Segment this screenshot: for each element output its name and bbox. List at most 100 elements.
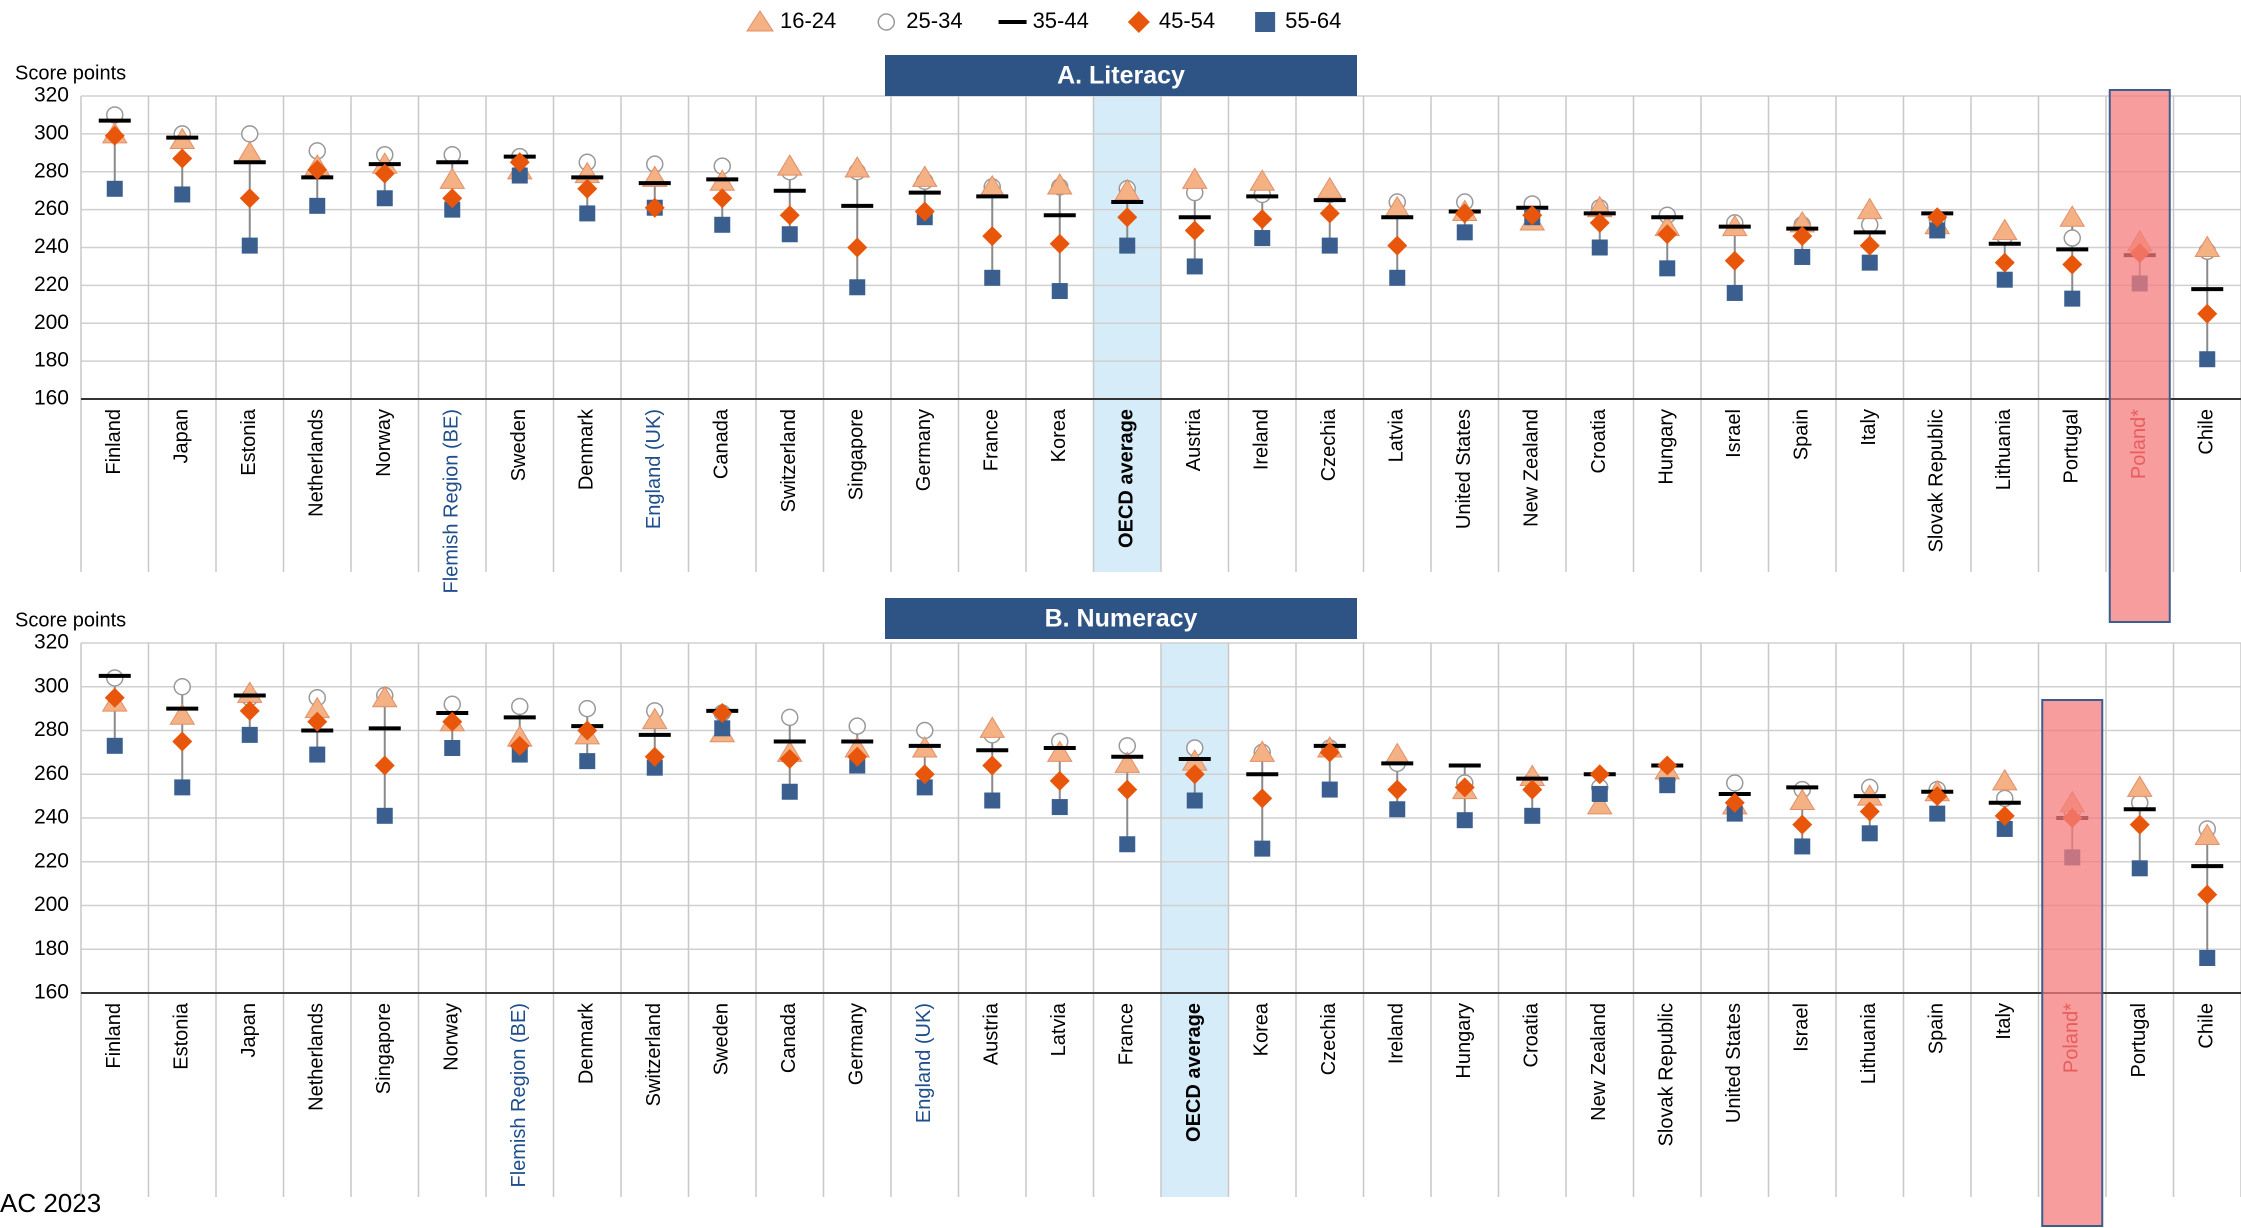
diamond-marker: [1387, 779, 1408, 800]
square-marker: [1321, 781, 1338, 798]
diamond-marker: [239, 700, 260, 721]
diamond-marker: [1859, 235, 1880, 256]
square-marker: [444, 740, 461, 756]
x-tick-label: Lithuania: [1858, 1002, 1880, 1084]
diamond-marker: [104, 125, 125, 146]
x-tick-label: Korea: [1048, 408, 1070, 462]
x-tick-label: Czechia: [1318, 408, 1340, 481]
square-marker: [1254, 840, 1271, 857]
y-tick-label: 280: [34, 718, 69, 741]
square-marker: [781, 226, 798, 243]
x-tick-label: Chile: [2196, 409, 2218, 455]
diamond-marker: [1049, 770, 1070, 791]
x-tick-label: Ireland: [1386, 1003, 1408, 1064]
square-marker: [106, 737, 123, 754]
circle-marker: [241, 125, 259, 143]
diamond-marker: [1724, 250, 1745, 271]
triangle-marker: [2194, 235, 2221, 257]
x-tick-label: Czechia: [1318, 1002, 1340, 1075]
y-tick-label: 260: [34, 197, 69, 220]
y-tick-label: 220: [34, 273, 69, 296]
x-tick-label: Singapore: [373, 1003, 395, 1094]
x-tick-label: Portugal: [2061, 409, 2083, 484]
circle-marker: [781, 708, 799, 727]
panel-title: A. Literacy: [1057, 62, 1185, 90]
diamond-marker: [2197, 303, 2218, 324]
x-tick-label: Singapore: [846, 409, 868, 500]
x-tick-label: England (UK): [643, 409, 665, 529]
diamond-marker: [1522, 779, 1543, 800]
square-marker: [1186, 792, 1203, 809]
diamond-marker: [1387, 235, 1408, 256]
square-marker: [916, 779, 933, 796]
x-tick-label: France: [981, 409, 1003, 471]
x-tick-label: United States: [1453, 409, 1475, 529]
diamond-marker: [1859, 801, 1880, 822]
diamond-marker: [644, 746, 665, 767]
square-marker: [376, 190, 393, 207]
y-tick-label: 280: [34, 159, 69, 182]
focus-highlight: [2108, 89, 2171, 623]
triangle-marker: [1046, 740, 1073, 762]
x-tick-label: Flemish Region (BE): [508, 1003, 530, 1188]
diamond-marker: [982, 226, 1003, 247]
square-marker: [646, 759, 663, 776]
x-tick-label: Austria: [981, 1002, 1003, 1065]
square-marker: [1659, 260, 1676, 277]
diamond-marker: [509, 152, 530, 173]
legend-item: 25-34: [877, 8, 963, 33]
diamond-marker: [1994, 252, 2015, 273]
diamond-marker: [1792, 226, 1813, 247]
diamond-marker: [779, 748, 800, 769]
diamond-marker: [1522, 205, 1543, 226]
diamond-marker: [1927, 207, 1948, 228]
square-marker: [309, 197, 326, 214]
square-marker: [1659, 777, 1676, 794]
square-marker: [1389, 801, 1406, 818]
x-tick-label: United States: [1723, 1003, 1745, 1123]
square-marker: [1119, 836, 1136, 853]
x-tick-label: Hungary: [1656, 409, 1678, 485]
legend-label: 55-64: [1285, 8, 1341, 33]
square-marker: [1456, 224, 1473, 241]
diamond-marker: [307, 711, 328, 732]
triangle-marker: [1249, 740, 1276, 762]
diamond-marker: [847, 237, 868, 258]
diamond-marker: [1117, 779, 1138, 800]
diamond-marker: [172, 148, 193, 169]
highlight-band: [1161, 643, 1229, 1197]
x-tick-label: Germany: [846, 1003, 868, 1085]
square-marker: [579, 205, 596, 222]
x-tick-label: Italy: [1993, 1003, 2015, 1040]
y-tick-label: 160: [34, 387, 69, 410]
square-marker: [1591, 239, 1608, 256]
circle-marker: [848, 717, 866, 735]
diamond-marker: [712, 703, 733, 723]
x-tick-label: France: [1116, 1003, 1138, 1065]
x-tick-label: Latvia: [1048, 1002, 1070, 1056]
square-marker: [1591, 785, 1608, 802]
diamond-marker: [914, 201, 935, 222]
y-tick-label: 300: [34, 121, 69, 144]
legend-label: 25-34: [906, 8, 962, 33]
diamond-marker: [1184, 764, 1205, 785]
diamond-marker: [1994, 805, 2015, 826]
diamond-marker: [1252, 209, 1273, 230]
x-tick-label: Israel: [1791, 1003, 1813, 1052]
x-tick-label: Norway: [441, 1003, 463, 1071]
triangle-marker: [979, 716, 1006, 738]
legend-item: 16-24: [746, 8, 836, 33]
x-tick-label: Japan: [238, 1003, 260, 1058]
legend-label: 16-24: [780, 8, 836, 33]
legend-swatch: [1127, 11, 1150, 33]
triangle-marker: [1856, 197, 1883, 220]
diamond-marker: [509, 735, 530, 756]
diamond-marker: [2129, 814, 2150, 835]
triangle-marker: [1991, 218, 2018, 240]
triangle-marker: [169, 703, 196, 725]
triangle-marker: [1789, 788, 1816, 810]
square-marker: [1524, 807, 1541, 824]
square-marker: [1996, 271, 2013, 288]
square-marker: [1389, 269, 1406, 286]
